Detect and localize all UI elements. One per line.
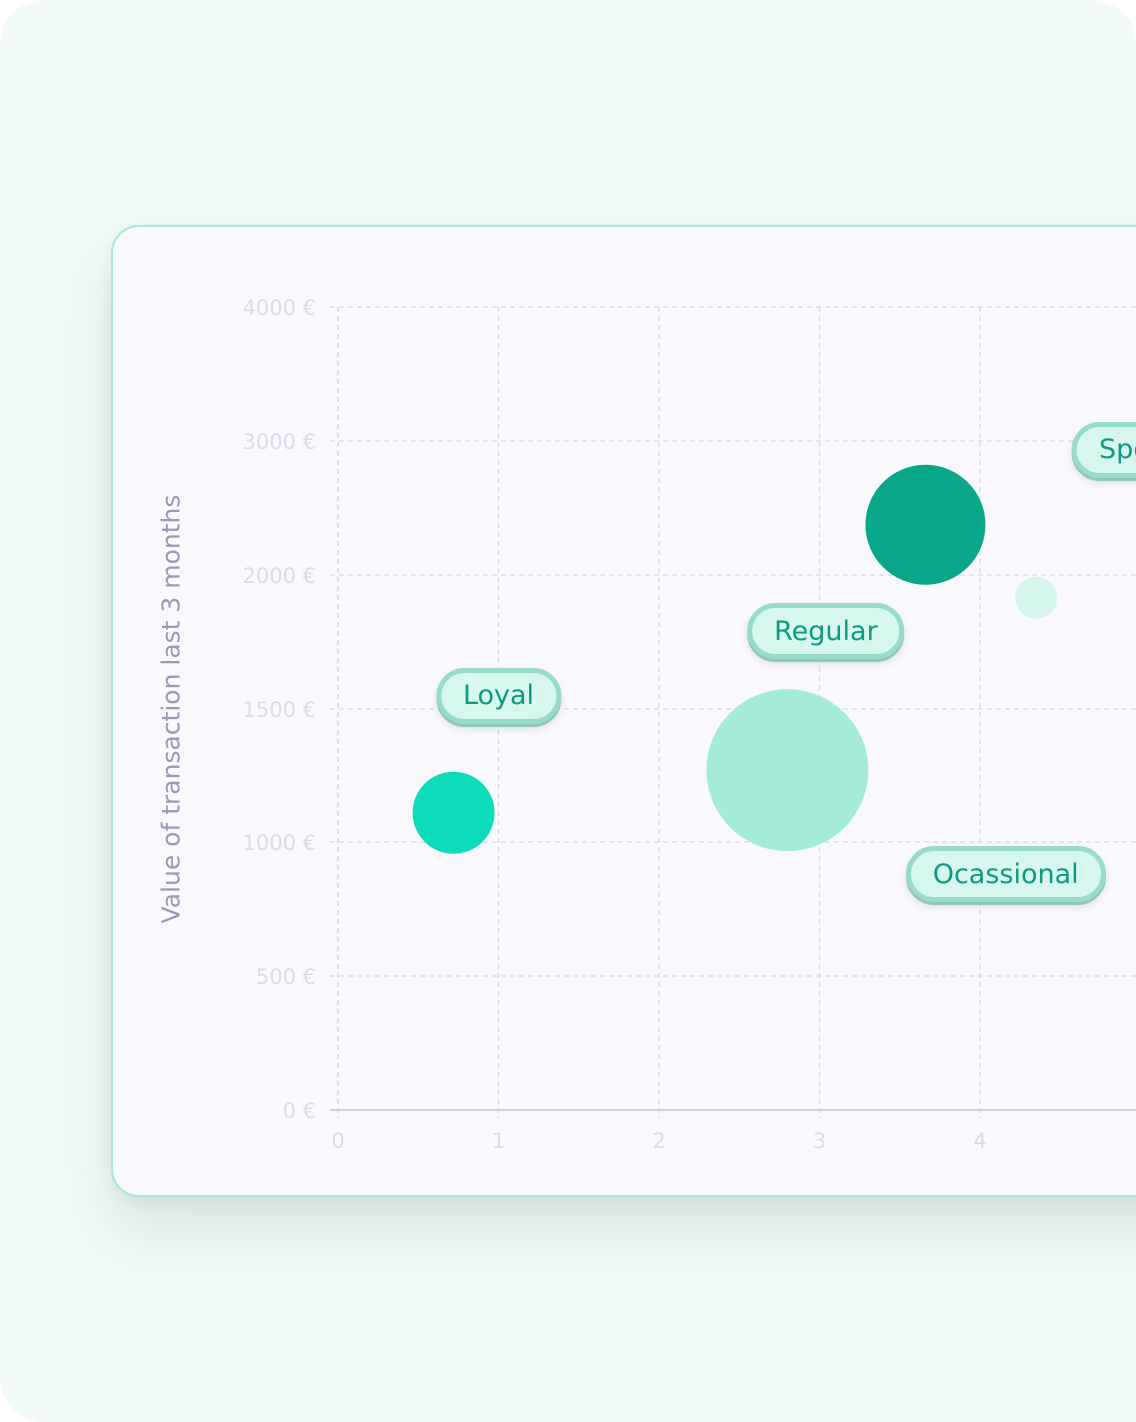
segment-label: Ocassional (905, 846, 1106, 903)
bubble (706, 689, 869, 852)
x-tick-label: 1 (492, 1129, 505, 1153)
x-tick-label: 5 (1134, 1129, 1136, 1153)
segment-label: Loyal (435, 667, 562, 724)
y-axis-title: Value of transaction last 3 months (156, 494, 186, 924)
y-tick-label: 2000 € (243, 564, 316, 588)
y-tick-label: 3000 € (243, 430, 316, 454)
bubbles (412, 464, 1058, 854)
bubble (412, 771, 495, 854)
x-tick-label: 0 (331, 1129, 344, 1153)
bubble (1015, 576, 1058, 619)
axes: 0 € 500 € 1000 € 1500 € 2000 € 3000 € 4000 € 0 1… (243, 296, 1136, 1153)
x-tick-label: 4 (973, 1129, 986, 1153)
bubble (865, 464, 986, 585)
y-tick-label: 0 € (283, 1099, 316, 1123)
x-tick-label: 2 (652, 1129, 665, 1153)
x-tick-label: 3 (813, 1129, 826, 1153)
segment-label: Spo (1072, 421, 1136, 478)
segment-label: Regular (747, 603, 905, 660)
chart-card (111, 225, 1136, 1197)
y-tick-label: 500 € (256, 965, 316, 989)
y-tick-label: 1500 € (243, 698, 316, 722)
y-tick-label: 1000 € (243, 831, 316, 855)
y-tick-label: 4000 € (243, 296, 316, 320)
